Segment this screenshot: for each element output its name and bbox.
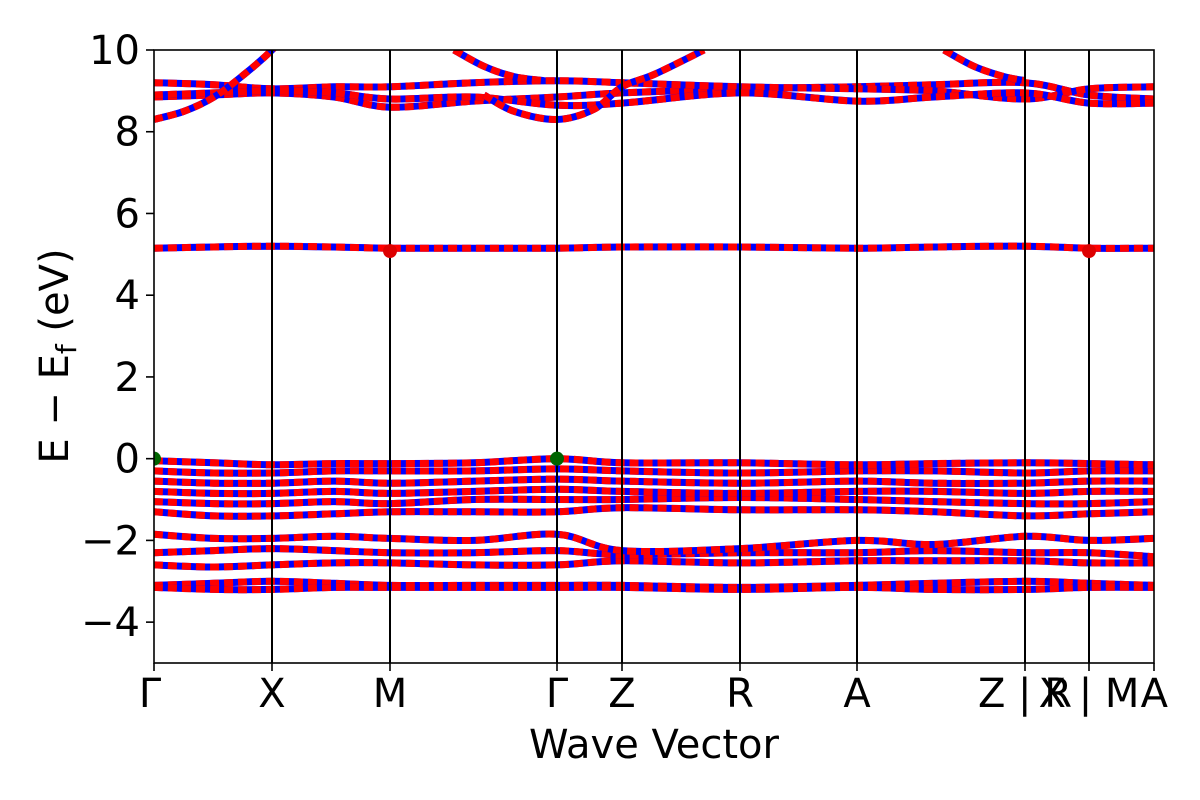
y-tick-label-0: −4 [81, 600, 140, 646]
band-8-spin-down [154, 475, 1154, 487]
kpoint-label-4: Z [608, 671, 635, 717]
y-axis-label: E − Ef (eV) [32, 248, 83, 463]
vbm-marker-0 [154, 451, 161, 466]
kpoint-label-3: Γ [546, 671, 569, 717]
band-7-spin-up [154, 485, 1154, 498]
y-axis-label-unit: (eV) [32, 248, 78, 344]
x-axis-label: Wave Vector [529, 722, 780, 768]
y-tick-label-7: 10 [89, 28, 140, 74]
kpoint-label-8: X | M [1039, 671, 1140, 717]
band-6-spin-down [154, 493, 1154, 508]
y-axis: −4 −2 0 2 4 6 8 10 [81, 28, 154, 646]
band-7-spin-down [154, 485, 1154, 498]
band-3-spin-down [154, 545, 1154, 561]
y-tick-label-1: −2 [81, 518, 140, 564]
y-axis-label-subscript: f [50, 343, 83, 354]
vbm-marker-1 [550, 451, 564, 466]
band-15-spin-down [154, 50, 277, 123]
kpoint-label-0: Γ [139, 671, 162, 717]
band-10-spin-down [154, 455, 1154, 469]
cbm-marker-3 [1082, 244, 1096, 259]
kpoint-label-6: A [843, 671, 871, 717]
kpoint-label-5: R [726, 671, 754, 717]
kpoint-label-9: A [1141, 671, 1169, 717]
band-1-spin-up [154, 583, 1154, 594]
y-tick-label-5: 6 [115, 191, 140, 237]
band-0-spin-down [154, 577, 1154, 591]
band-16-spin-down [482, 50, 706, 124]
y-tick-label-2: 0 [115, 437, 140, 483]
band-2-spin-down [154, 557, 1154, 571]
kpoint-label-1: X [258, 671, 285, 717]
cbm-marker-2 [383, 244, 397, 259]
band-18-spin-down [942, 50, 1026, 85]
kpoint-label-2: M [373, 671, 408, 717]
bands-layer [154, 50, 1154, 594]
band-9-spin-down [154, 465, 1154, 477]
y-axis-label-main: E − E [32, 354, 78, 464]
y-tick-label-4: 4 [115, 273, 140, 319]
kpoint-label-7: Z | R [978, 671, 1072, 717]
y-tick-label-3: 2 [115, 355, 140, 401]
band-5-spin-down [154, 504, 1154, 520]
band-1-spin-down [154, 583, 1154, 594]
y-tick-label-6: 8 [115, 110, 140, 156]
band-17-spin-down [452, 50, 545, 85]
band-11-spin-up [154, 242, 1154, 252]
plot-frame [153, 49, 1155, 664]
extrema-markers-layer [154, 244, 1096, 466]
band-14-spin-down [154, 87, 1154, 110]
plot-background [154, 50, 1154, 663]
band-11-spin-down [154, 242, 1154, 252]
band-9-spin-up [154, 465, 1154, 477]
kpoint-lines-layer [271, 50, 1090, 663]
band-4-spin-down [154, 530, 1154, 556]
